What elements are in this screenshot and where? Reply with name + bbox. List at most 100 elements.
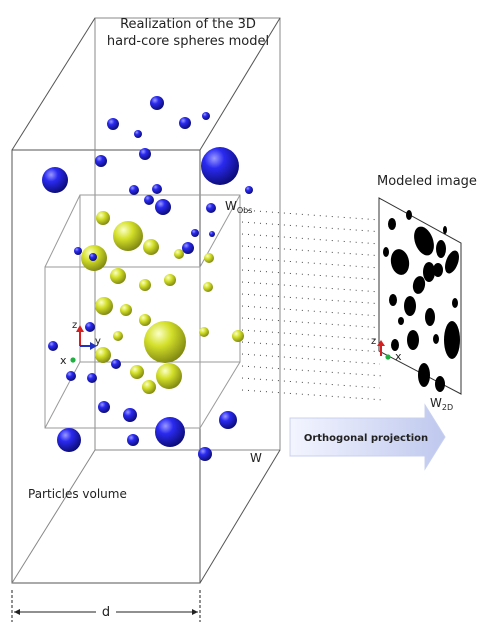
y-axis-label: y: [95, 336, 101, 347]
yellow-sphere: [110, 268, 126, 284]
blue-sphere: [107, 118, 119, 130]
modeled-image-plane: [378, 197, 462, 395]
projected-particles: [383, 210, 460, 392]
blue-sphere: [182, 242, 194, 254]
yellow-sphere: [144, 321, 186, 363]
dimension-arrowhead-left: [14, 609, 20, 615]
y-axis-arrowhead: [90, 342, 97, 350]
yellow-sphere: [204, 253, 214, 263]
projection-line: [241, 317, 385, 329]
yellow-sphere: [113, 221, 143, 251]
projected-particle-blob: [390, 249, 410, 275]
projection-line: [241, 245, 385, 257]
w-obs-label: WObs: [225, 199, 252, 215]
projection-line: [241, 257, 381, 269]
blue-sphere: [123, 408, 137, 422]
dimension-label: d: [102, 605, 110, 620]
yellow-sphere: [156, 363, 182, 389]
projected-particle-blob: [389, 294, 397, 306]
inner-box-edge: [44, 194, 81, 268]
blue-sphere: [129, 185, 139, 195]
x-axis-dot: [70, 357, 76, 363]
blue-sphere: [87, 373, 97, 383]
projected-particle-blob: [383, 247, 389, 257]
yellow-sphere: [143, 239, 159, 255]
projection-line: [241, 377, 381, 389]
modeled-image-label: Modeled image: [377, 174, 477, 189]
blue-sphere: [89, 253, 97, 261]
yellow-sphere: [164, 274, 176, 286]
projected-particle-blob: [412, 276, 426, 294]
outer-box-edge: [199, 17, 281, 151]
blue-sphere: [202, 112, 210, 120]
projected-particle-blob: [444, 321, 460, 359]
blue-sphere: [74, 247, 82, 255]
blue-sphere: [48, 341, 58, 351]
yellow-sphere: [139, 314, 151, 326]
w-label: W: [250, 451, 262, 465]
projection-line: [241, 293, 385, 305]
z-axis-label-2d: z: [371, 336, 376, 347]
projected-particle-blob: [433, 334, 439, 344]
blue-sphere: [152, 184, 162, 194]
z-axis-arrowhead-2d: [377, 340, 385, 346]
blue-sphere: [134, 130, 142, 138]
w2d-label: W2D: [430, 396, 453, 412]
axis-triad-3d: z y x: [60, 320, 101, 367]
x-axis-label-2d: x: [395, 350, 402, 363]
projection-line: [241, 389, 385, 401]
x-axis-label: x: [60, 354, 67, 367]
yellow-sphere: [199, 327, 209, 337]
blue-sphere: [198, 447, 212, 461]
projection-line: [241, 209, 381, 221]
projection-line: [241, 233, 381, 245]
yellow-sphere: [232, 330, 244, 342]
blue-sphere: [191, 229, 199, 237]
dimension-marker: [11, 590, 201, 622]
blue-sphere: [111, 359, 121, 369]
projected-particle-blob: [414, 226, 434, 256]
blue-sphere: [95, 155, 107, 167]
projected-particle-blob: [435, 376, 445, 392]
title-line-2: hard-core spheres model: [107, 34, 269, 49]
projection-line: [241, 305, 381, 317]
blue-sphere: [209, 231, 215, 237]
blue-sphere: [155, 417, 185, 447]
dimension-arrowhead-right: [192, 609, 198, 615]
blue-sphere: [179, 117, 191, 129]
yellow-sphere: [139, 279, 151, 291]
title-line-1: Realization of the 3D: [120, 17, 256, 32]
x-axis-dot-2d: [385, 354, 391, 360]
blue-sphere: [206, 203, 216, 213]
projection-line: [241, 281, 381, 293]
outer-box-edge: [11, 449, 96, 584]
projected-particle-blob: [407, 330, 419, 350]
projected-particle-blob: [443, 226, 447, 234]
yellow-sphere: [113, 331, 123, 341]
projected-particle-blob: [418, 363, 430, 387]
blue-sphere: [127, 434, 139, 446]
yellow-sphere: [142, 380, 156, 394]
yellow-sphere: [203, 282, 213, 292]
particles-volume-label: Particles volume: [28, 487, 127, 501]
projection-line: [241, 365, 385, 377]
projected-particle-blob: [452, 298, 458, 308]
blue-sphere: [201, 147, 239, 185]
projection-line: [241, 353, 381, 365]
projection-line: [241, 329, 381, 341]
projection-line: [241, 221, 385, 233]
projected-particle-blob: [423, 262, 435, 282]
blue-sphere: [42, 167, 68, 193]
spheres: [42, 96, 253, 461]
projected-particle-blob: [425, 308, 435, 326]
projected-particle-blob: [433, 263, 443, 277]
inner-box-edge: [199, 361, 241, 429]
blue-sphere: [98, 401, 110, 413]
projected-particle-blob: [445, 250, 459, 274]
projection-lines: [241, 209, 385, 401]
blue-sphere: [139, 148, 151, 160]
projected-particle-blob: [388, 218, 396, 230]
projected-particle-blob: [398, 317, 404, 325]
